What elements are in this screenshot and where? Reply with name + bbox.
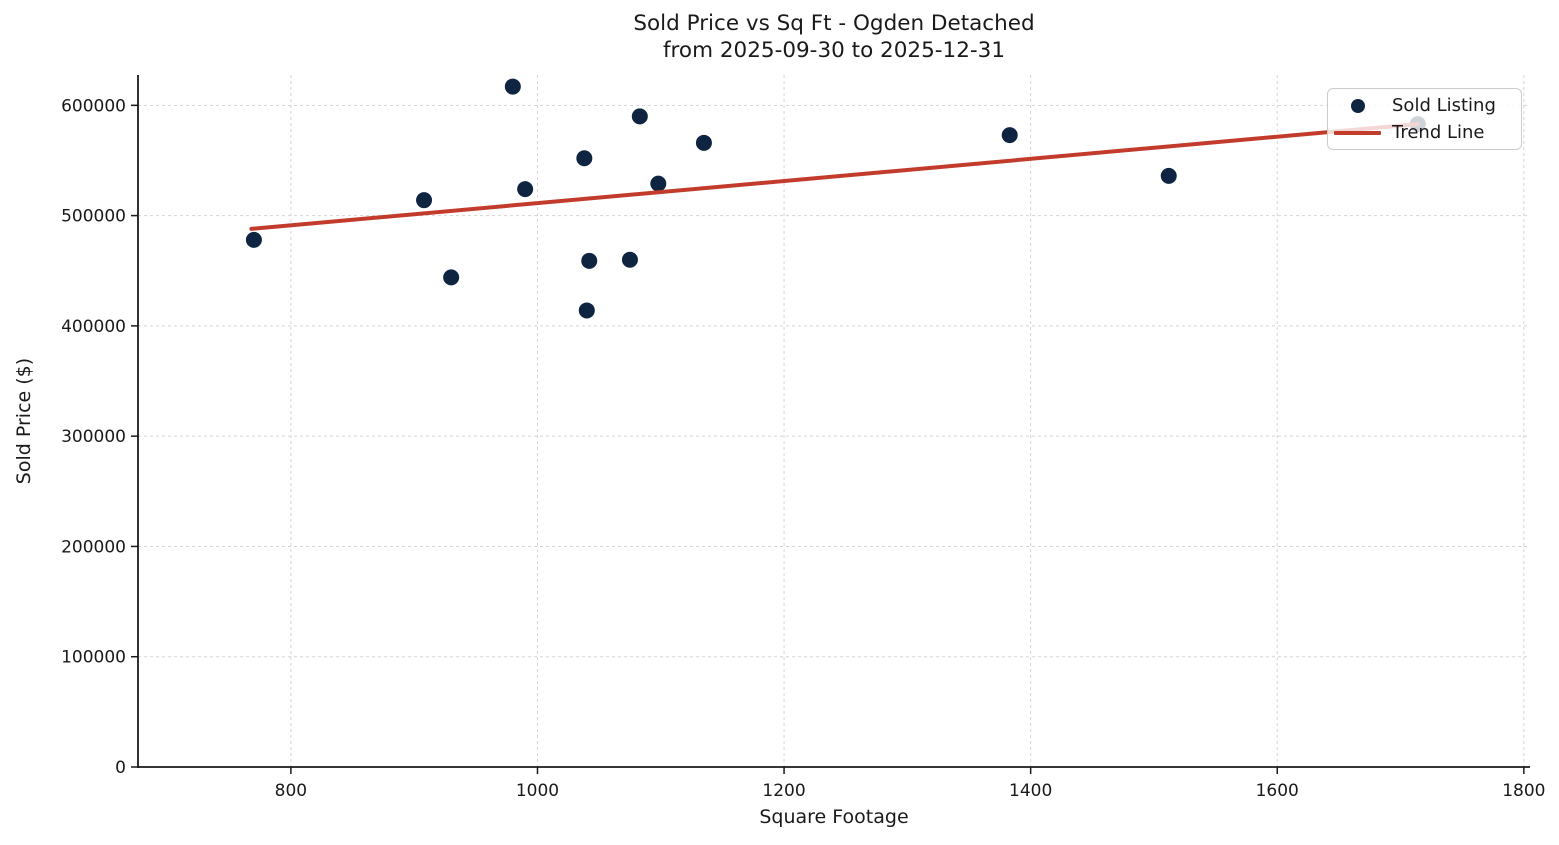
y-tick-label: 200000 bbox=[61, 537, 126, 557]
x-tick-label: 1600 bbox=[1256, 781, 1299, 801]
chart-title-line1: Sold Price vs Sq Ft - Ogden Detached bbox=[633, 11, 1035, 36]
x-tick-label: 1800 bbox=[1502, 781, 1545, 801]
y-tick-label: 600000 bbox=[61, 96, 126, 116]
chart-title: Sold Price vs Sq Ft - Ogden Detached fro… bbox=[138, 10, 1530, 64]
trend-line-sample-icon bbox=[1334, 130, 1381, 135]
data-point bbox=[245, 231, 262, 248]
data-point bbox=[578, 302, 595, 319]
x-axis-label: Square Footage bbox=[759, 806, 909, 828]
data-point bbox=[443, 269, 460, 286]
y-tick-label: 400000 bbox=[61, 317, 126, 337]
trend-line bbox=[249, 122, 1420, 231]
legend-swatch-area bbox=[1334, 130, 1381, 135]
x-tick-label: 1400 bbox=[1009, 781, 1052, 801]
y-axis-label: Sold Price ($) bbox=[13, 357, 35, 485]
chart-title-line2: from 2025-09-30 to 2025-12-31 bbox=[662, 38, 1006, 63]
y-tick-label: 300000 bbox=[61, 427, 126, 447]
y-tick-label: 0 bbox=[115, 758, 126, 778]
data-point bbox=[517, 181, 534, 198]
y-tick-label: 100000 bbox=[61, 648, 126, 668]
legend-swatch-area bbox=[1334, 98, 1381, 113]
legend-label-trend-line: Trend Line bbox=[1392, 122, 1485, 143]
legend-item-trend-line: Trend Line bbox=[1328, 119, 1521, 146]
legend: Sold Listing Trend Line bbox=[1327, 88, 1522, 150]
data-point bbox=[1001, 127, 1018, 144]
y-tick-label: 500000 bbox=[61, 207, 126, 227]
x-tick-label: 1200 bbox=[762, 781, 805, 801]
data-point bbox=[650, 175, 667, 192]
data-point bbox=[631, 108, 648, 125]
data-point bbox=[416, 192, 433, 209]
data-point bbox=[581, 252, 598, 269]
sold-listing-dot-icon bbox=[1350, 98, 1365, 113]
data-point bbox=[695, 134, 712, 151]
x-tick-label: 800 bbox=[275, 781, 307, 801]
legend-item-sold-listing: Sold Listing bbox=[1328, 92, 1521, 119]
data-point bbox=[621, 251, 638, 268]
data-point bbox=[504, 78, 521, 95]
data-point bbox=[1160, 167, 1177, 184]
data-point bbox=[576, 150, 593, 167]
legend-label-sold-listing: Sold Listing bbox=[1392, 95, 1496, 116]
x-tick-label: 1000 bbox=[516, 781, 559, 801]
